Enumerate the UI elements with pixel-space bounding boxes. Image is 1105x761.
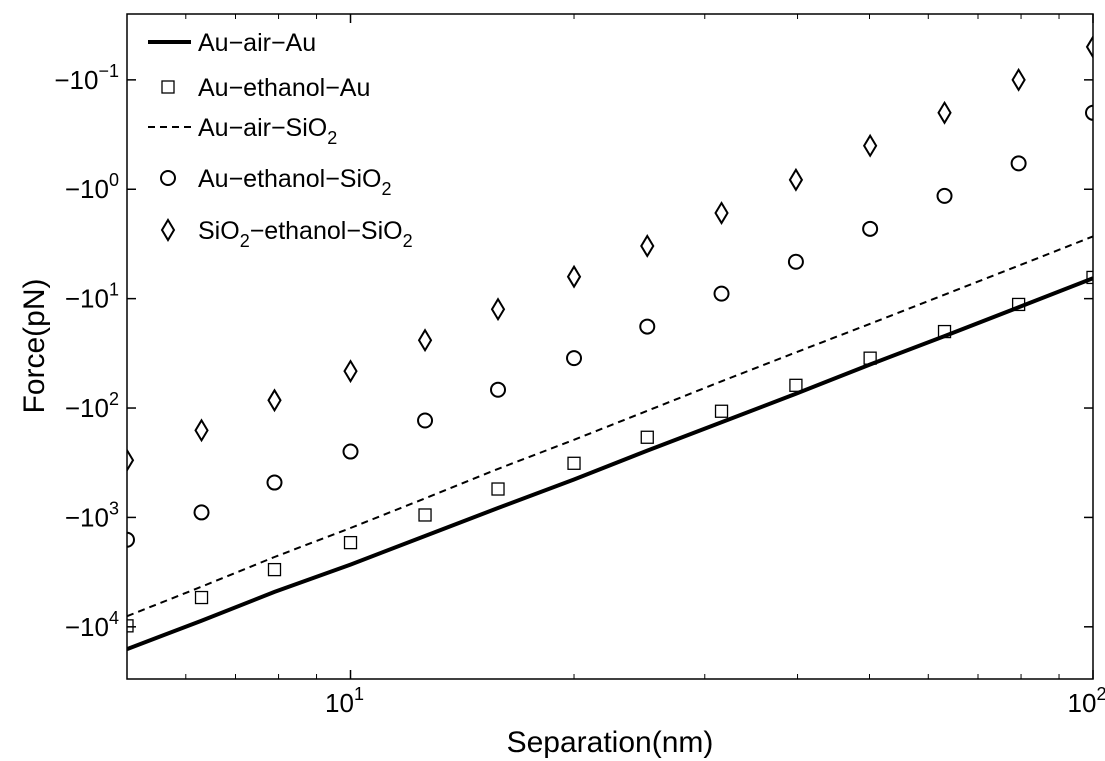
series-2-point [1011, 297, 1026, 312]
data-layer [127, 34, 1093, 651]
series-2-point [127, 619, 134, 633]
series-5-point [417, 328, 433, 353]
series-2-point [267, 562, 282, 577]
series-5-point [490, 297, 506, 322]
series-2-point [1086, 270, 1093, 285]
series-2-point [937, 324, 952, 339]
series-2-point [567, 456, 581, 470]
legend-label: Au−air−SiO2​ [198, 114, 337, 148]
series-5-point [1011, 67, 1026, 92]
legend: Au−air−Au Au−ethanol−Au Au−air−SiO2​ Au−eth… [148, 29, 413, 251]
series-5-point [127, 448, 135, 473]
series-4-point [490, 381, 507, 398]
series-4-point [127, 531, 135, 548]
series-2-point [491, 482, 505, 496]
y-tick-label: −102 [65, 389, 119, 423]
legend-label: SiO2​−ethanol−SiO2​ [198, 217, 413, 251]
series-4-point [266, 474, 283, 491]
y-tick-label: −100 [65, 170, 119, 204]
series-4-point [862, 220, 879, 237]
series-2-point [418, 508, 432, 522]
y-tick-label: −10−1 [54, 61, 119, 95]
legend-marker [160, 218, 176, 242]
legend-label: Au−ethanol−Au [198, 74, 370, 102]
y-tick-label: −103 [65, 498, 119, 532]
series-5-point [267, 388, 282, 413]
legend-label: Au−ethanol−SiO2​ [198, 165, 392, 199]
series-2-point [789, 378, 803, 392]
series-4-point [566, 350, 583, 367]
series-2-point [714, 404, 729, 418]
series-4-point [1085, 104, 1093, 121]
series-5-point [1085, 34, 1093, 59]
series-4-point [713, 285, 730, 302]
series-4-point [1010, 155, 1027, 172]
legend-label: Au−air−Au [198, 29, 316, 57]
series-4-point [342, 443, 359, 460]
series-4-point [417, 412, 434, 429]
x-tick-label: 101 [325, 684, 364, 718]
y-axis-label: Force(pN) [18, 278, 51, 413]
series-5-point [714, 201, 729, 225]
series-2-point [863, 351, 877, 365]
series-5-point [566, 264, 582, 289]
series-4-point [639, 318, 656, 335]
series-5-point [788, 167, 804, 192]
series-5-point [862, 133, 878, 158]
y-tick-label: −104 [65, 608, 119, 642]
series-4-point [936, 187, 953, 204]
axis-ticks: −104 −103 −102 −101 −100 −10−1 101 102 [54, 14, 1105, 718]
series-5-point [343, 359, 358, 384]
series-4-point [787, 253, 804, 270]
plot-frame [126, 13, 1094, 680]
legend-marker [161, 80, 175, 94]
series-2-point [640, 430, 654, 444]
x-axis-label: Separation(nm) [507, 726, 714, 759]
series-2-point [343, 535, 358, 550]
y-tick-label: −101 [65, 280, 119, 314]
series-2-point [194, 590, 209, 605]
series-5-point [937, 100, 952, 125]
legend-marker [160, 170, 176, 186]
series-4-point [193, 504, 210, 521]
series-1-line [127, 276, 1093, 651]
series-5-point [640, 234, 655, 258]
series-3-line [127, 235, 1093, 618]
series-5-point [194, 418, 209, 443]
x-tick-label: 102 [1068, 684, 1105, 718]
